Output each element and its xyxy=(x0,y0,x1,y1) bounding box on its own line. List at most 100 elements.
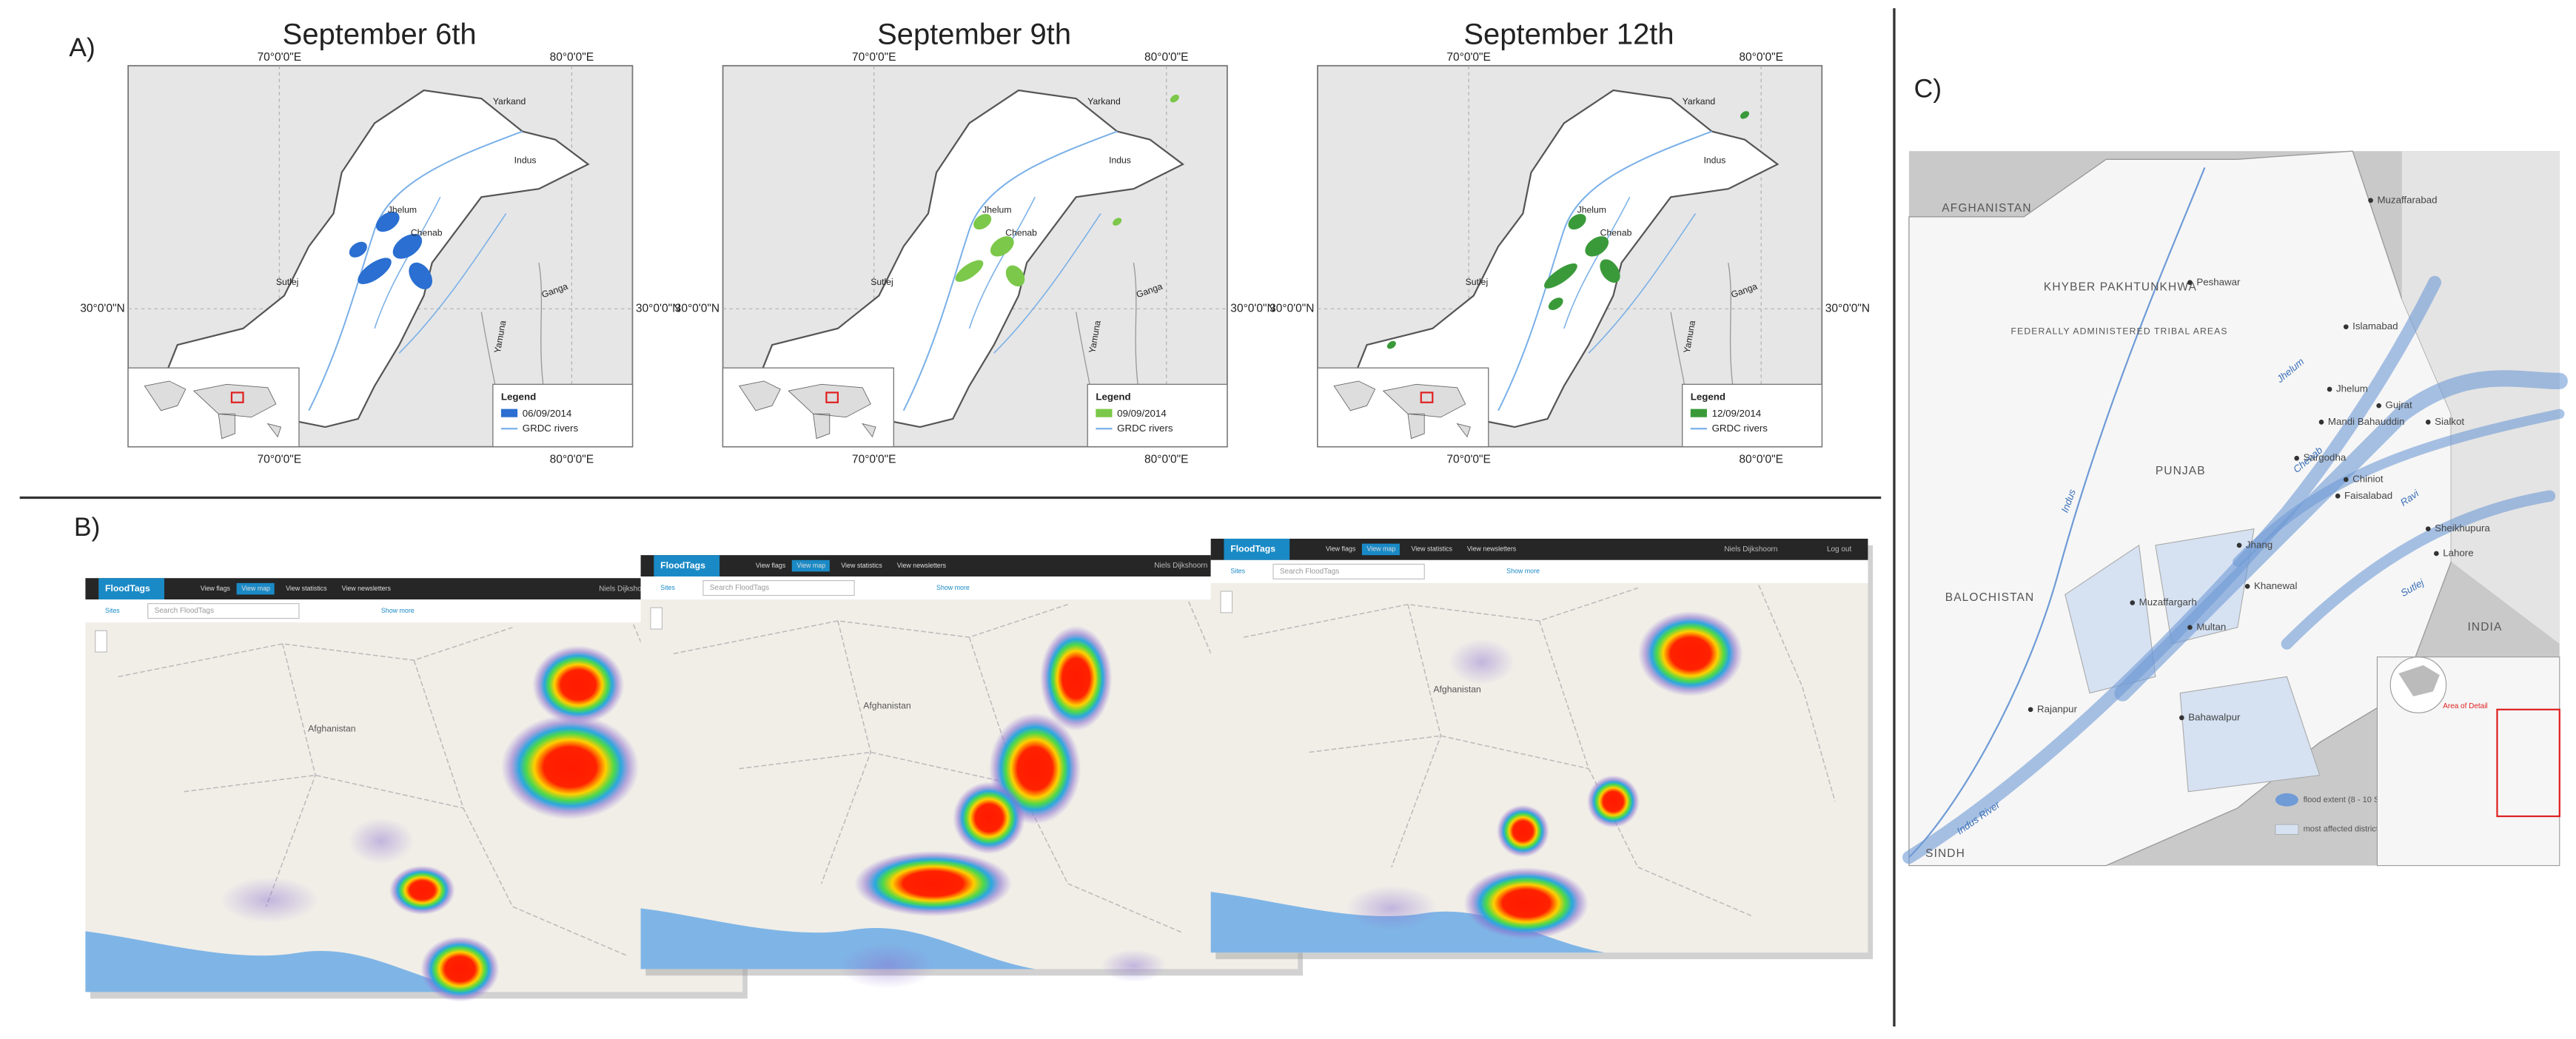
app-screenshot: Afghanistan FloodTags View flags View map Vi… xyxy=(85,578,748,1002)
river-label: Chenab xyxy=(1600,227,1632,238)
lat-label: 30°0'0"N xyxy=(675,302,720,315)
brand: FloodTags xyxy=(105,583,150,594)
lat-label: 30°0'0"N xyxy=(636,302,680,315)
lon-label: 80°0'0"E xyxy=(1144,51,1189,64)
river-label: Jhelum xyxy=(982,204,1011,215)
place-label: Jhang xyxy=(2246,539,2273,550)
panel-label: C) xyxy=(1914,73,1942,103)
river-label: Yarkand xyxy=(1087,96,1120,107)
panel-label: A) xyxy=(69,33,95,62)
river xyxy=(902,130,1118,411)
flood-patch xyxy=(1005,265,1025,287)
nav-item: View newsletters xyxy=(897,562,947,569)
city-dot xyxy=(2318,420,2324,425)
lon-label: 70°0'0"E xyxy=(258,454,302,466)
nav-item: View map xyxy=(796,562,825,569)
country-outline xyxy=(754,89,1185,428)
legend-title: Legend xyxy=(501,391,536,403)
place-label: Sheikhupura xyxy=(2435,522,2490,534)
lon-label: 70°0'0"E xyxy=(852,454,896,466)
river-label: Jhelum xyxy=(1577,204,1606,215)
heat-blob xyxy=(1100,949,1167,983)
place-label: Mandi Bahauddin xyxy=(2328,416,2405,427)
legend-title: Legend xyxy=(1691,391,1725,403)
region-label: PUNJAB xyxy=(2156,465,2206,477)
heat-blob xyxy=(1039,625,1113,731)
lon-label: 80°0'0"E xyxy=(1739,454,1783,466)
river-label: Sutlej xyxy=(871,277,893,287)
show-more: Show more xyxy=(381,607,415,614)
river xyxy=(1497,130,1712,411)
region-label: BALOCHISTAN xyxy=(1945,591,2035,604)
legend-swatch xyxy=(500,408,518,417)
header-bar xyxy=(640,555,1298,577)
heat-blob xyxy=(1496,804,1549,858)
city-dot xyxy=(2335,493,2341,499)
app-screenshot: Afghanistan FloodTags View flags View map Vi… xyxy=(1210,538,1874,960)
flood-patch xyxy=(1544,263,1577,289)
legend-label: 09/09/2014 xyxy=(1117,408,1167,419)
river xyxy=(308,130,523,411)
heat-blob xyxy=(220,877,319,924)
zoom-control xyxy=(1220,591,1233,613)
place-label: Sargodha xyxy=(2304,452,2347,463)
river-label: Yarkand xyxy=(1683,96,1716,107)
area-marker xyxy=(1420,391,1434,403)
flood-patch xyxy=(1170,94,1179,103)
map-panel: September 6th Yarkand Indus Jhelum Chenab Sut… xyxy=(80,18,680,465)
river-label: Indus xyxy=(1109,155,1131,166)
river-label: Chenab xyxy=(1005,227,1037,238)
search-box xyxy=(702,580,855,596)
region-label: SINDH xyxy=(1925,847,1965,860)
lon-label: 70°0'0"E xyxy=(258,51,302,64)
city-dot xyxy=(2425,420,2431,425)
heat-blob xyxy=(837,942,937,989)
heat-blob xyxy=(1463,867,1589,940)
nav-item: View map xyxy=(241,585,270,592)
lon-label: 70°0'0"E xyxy=(1446,454,1491,466)
river xyxy=(1908,167,2206,858)
heat-blob xyxy=(1637,611,1743,697)
river-label: Sutlej xyxy=(276,277,298,287)
region-label: INDIA xyxy=(2468,621,2503,633)
place-label: Jhelum xyxy=(2336,383,2368,394)
legend-label: 06/09/2014 xyxy=(523,408,572,419)
map-title: September 9th xyxy=(877,18,1071,50)
place-label: Chiniot xyxy=(2352,474,2384,485)
brand: FloodTags xyxy=(660,560,705,571)
river-label: Yarkand xyxy=(493,96,526,107)
flood-patch xyxy=(955,260,984,282)
city-dot xyxy=(2244,584,2250,589)
header-bar xyxy=(1210,538,1868,560)
globe-land xyxy=(2398,665,2440,697)
legend-swatch xyxy=(1690,408,1707,417)
borders xyxy=(673,588,1266,934)
nav-item: View statistics xyxy=(1411,545,1452,553)
city-dot xyxy=(2130,600,2136,605)
flood-band xyxy=(2114,370,2568,702)
heat-blob xyxy=(1586,775,1640,828)
area-marker xyxy=(825,391,839,403)
india xyxy=(2401,151,2560,645)
heat-blob xyxy=(1449,639,1515,685)
place-label: Bahawalpur xyxy=(2188,711,2241,722)
nav-item: View statistics xyxy=(286,585,327,592)
lon-label: 80°0'0"E xyxy=(1144,454,1189,466)
lon-label: 80°0'0"E xyxy=(550,454,594,466)
app-screenshot: Afghanistan FloodTags View flags View map Vi… xyxy=(640,555,1303,989)
heat-blob xyxy=(348,818,415,864)
flood-patch xyxy=(409,262,432,289)
place-label: Sialkot xyxy=(2435,416,2464,427)
lat-label: 30°0'0"N xyxy=(1269,302,1314,315)
legend-swatch xyxy=(2275,793,2298,807)
user-name: Niels Dijkshoorn xyxy=(1154,562,1207,570)
legend-label: flood extent (8 - 10 Sep.) xyxy=(2304,796,2394,804)
place-label: Muzaffarabad xyxy=(2377,194,2437,205)
nav-item: View map xyxy=(1367,545,1396,553)
river-label: Jhelum xyxy=(388,204,417,215)
inset-label: Area of Detail xyxy=(2443,702,2487,710)
place-label: Peshawar xyxy=(2196,276,2241,287)
place-label: Multan xyxy=(2196,621,2226,632)
